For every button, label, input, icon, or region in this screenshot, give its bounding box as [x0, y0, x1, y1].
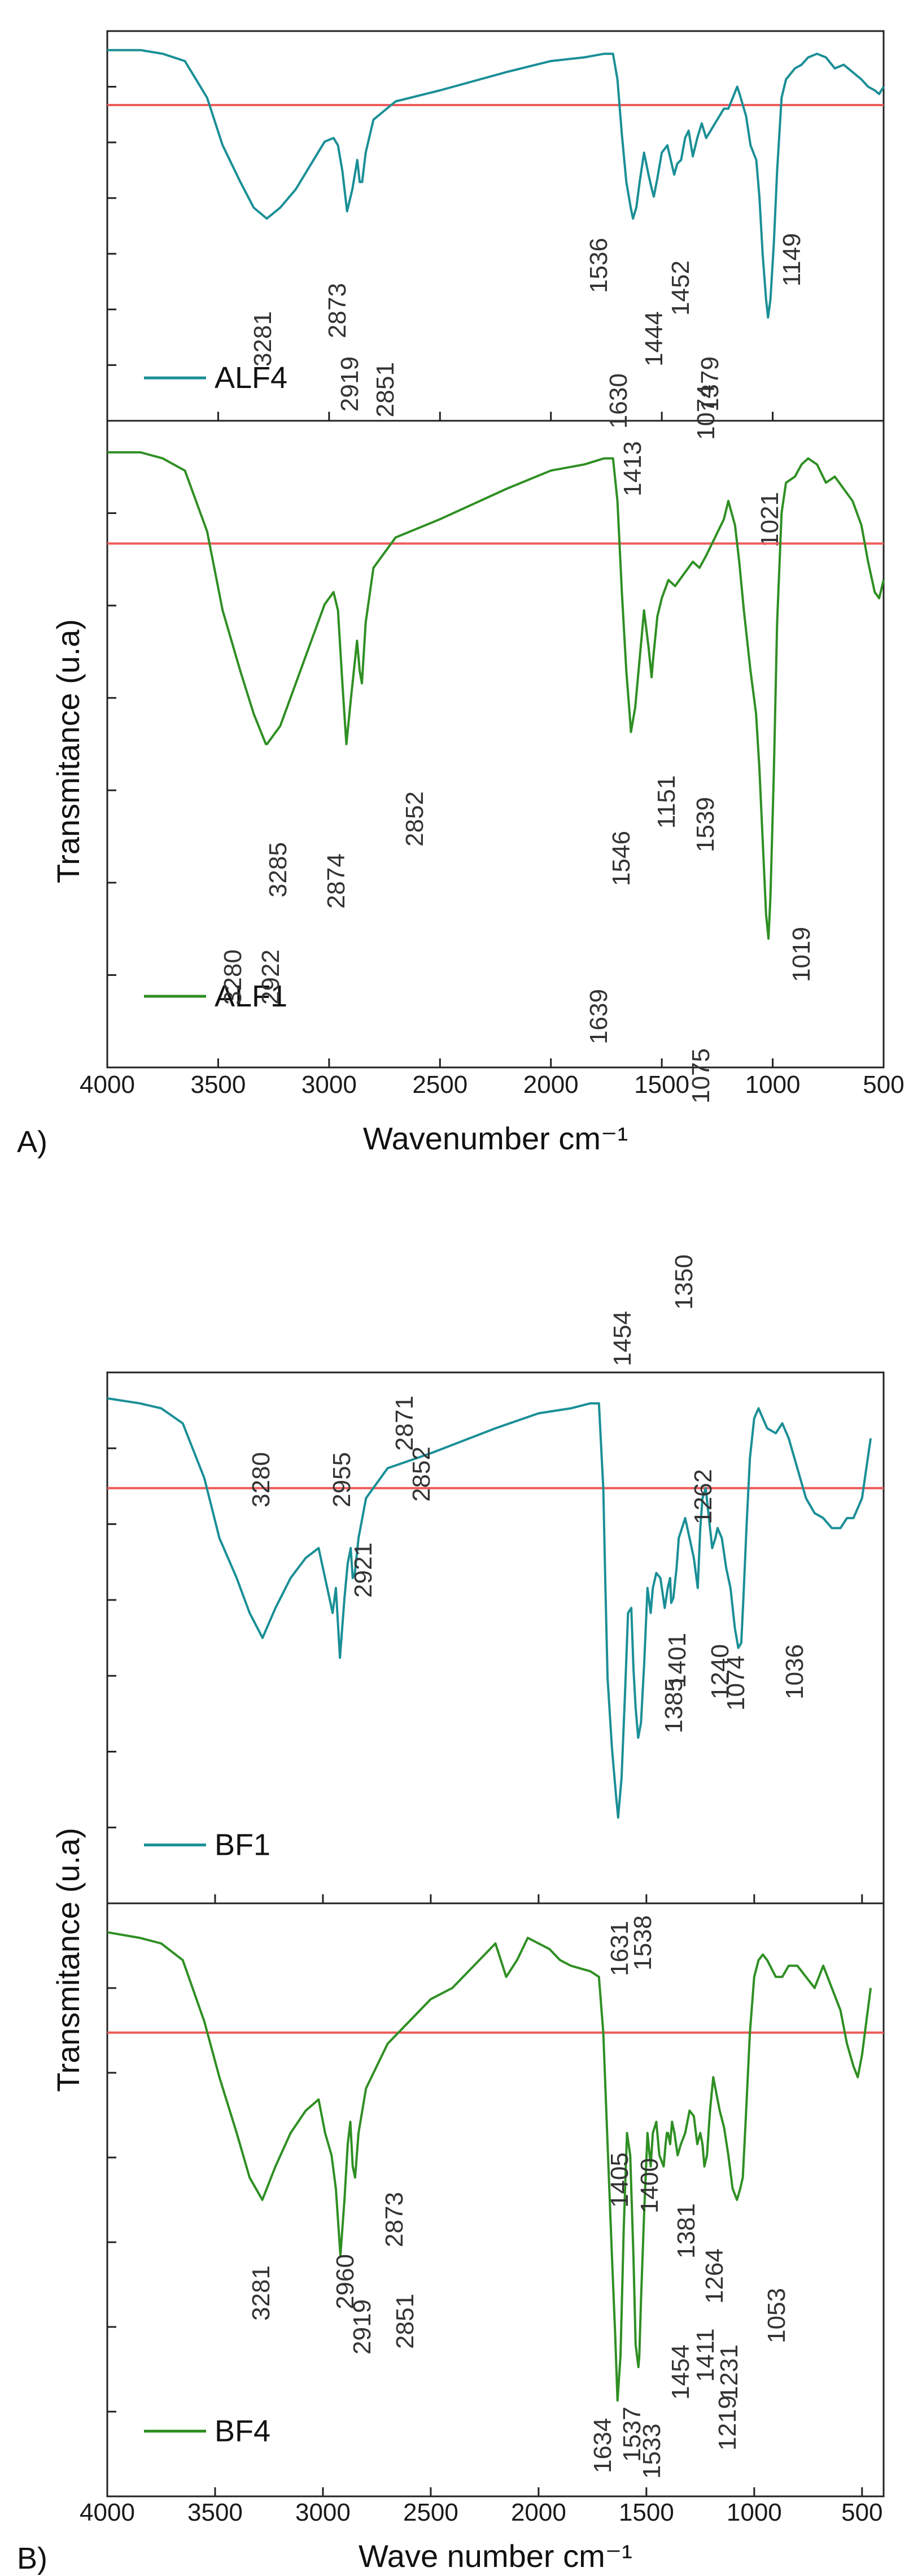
peak-label-bf4: 1264	[701, 2248, 728, 2304]
peak-label-bf1: 2955	[328, 1452, 356, 1507]
peak-label-alf1: 2874	[322, 853, 350, 909]
x-axis-title: Wavenumber cm⁻¹	[363, 1121, 628, 1156]
peak-label-alf4: 2873	[324, 283, 351, 338]
peak-label-bf4: 2873	[381, 2192, 408, 2247]
peak-label-bf4: 1634	[589, 2418, 617, 2473]
peak-label-bf4: 2851	[391, 2294, 419, 2349]
peak-label-bf1: 1538	[629, 1915, 657, 1971]
y-axis-title: Transmitance (u.a)	[50, 1828, 86, 2092]
peak-label-bf4: 1533	[638, 2424, 666, 2479]
x-tick-label: 500	[863, 1071, 904, 1099]
peak-label-alf4: 3281	[249, 311, 277, 367]
subplot-frame-lower	[106, 1902, 885, 2497]
peak-label-alf4: 1074	[692, 385, 720, 440]
legend-label-alf1: ALF1	[215, 979, 287, 1013]
peak-label-bf1: 2921	[349, 1542, 377, 1598]
peak-label-bf4: 1381	[672, 2203, 700, 2259]
peak-label-alf1: 1075	[687, 1048, 715, 1104]
peak-label-bf1: 1074	[722, 1655, 750, 1711]
peak-label-bf1: 1350	[670, 1254, 698, 1310]
peak-label-bf4: 2919	[348, 2299, 376, 2355]
peak-label-bf4: 1231	[715, 2344, 743, 2400]
x-tick-label: 3000	[301, 1071, 357, 1099]
peak-label-bf1: 1240	[706, 1644, 734, 1699]
x-tick-label: 1000	[745, 1071, 801, 1099]
peak-label-bf4: 1053	[763, 2288, 790, 2343]
legend-label-bf4: BF4	[215, 2414, 270, 2448]
peak-label-bf1: 3280	[247, 1452, 275, 1507]
peak-label-alf4: 1413	[619, 441, 646, 496]
x-tick-label: 4000	[80, 1071, 135, 1099]
x-tick-label: 3500	[187, 2499, 243, 2526]
x-tick-label: 1500	[634, 1071, 689, 1099]
peak-label-alf1: 2922	[257, 949, 285, 1005]
peak-label-alf1: 1539	[692, 797, 719, 852]
peak-label-bf4: 1405	[606, 2152, 633, 2208]
subplot-frame-upper	[106, 1371, 885, 1904]
peak-label-bf4: 1454	[667, 2344, 694, 2400]
peak-label-alf1: 1019	[788, 927, 815, 982]
peak-label-alf4: 2851	[372, 362, 399, 417]
peak-label-bf1: 2852	[408, 1446, 435, 1502]
peak-label-alf1: 3285	[264, 842, 292, 897]
peak-label-bf1: 1262	[689, 1469, 717, 1524]
x-tick-label: 4000	[80, 2499, 135, 2526]
x-tick-label: 3000	[295, 2499, 351, 2526]
peak-label-bf4: 1411	[692, 2329, 719, 2382]
peak-label-alf4: 1379	[696, 356, 724, 412]
legend-label-alf4: ALF4	[215, 361, 287, 395]
peak-label-alf1: 3280	[219, 949, 247, 1005]
panel-label: B)	[17, 2542, 47, 2575]
peak-label-alf1: 1639	[585, 989, 613, 1044]
x-tick-label: 500	[841, 2499, 882, 2526]
peak-label-alf1: 1546	[608, 831, 635, 886]
x-tick-label: 3500	[190, 1071, 246, 1099]
peak-label-bf4: 1219	[714, 2395, 741, 2451]
peak-label-alf4: 1536	[585, 238, 613, 293]
peak-label-bf1: 2871	[391, 1396, 418, 1451]
series-line-bf1	[107, 1397, 872, 1819]
x-axis-title: Wave number cm⁻¹	[359, 2538, 632, 2574]
series-line-alf1	[107, 451, 885, 940]
subplot-frame-lower	[106, 420, 885, 1069]
peak-label-bf1: 1631	[606, 1921, 633, 1976]
peak-label-alf4: 1021	[756, 492, 784, 547]
peak-label-bf4: 2960	[331, 2254, 359, 2309]
x-tick-label: 1500	[619, 2499, 674, 2526]
peak-label-bf1: 1401	[663, 1633, 691, 1688]
peak-label-bf1: 1454	[609, 1311, 636, 1366]
peak-label-alf4: 1444	[640, 311, 668, 367]
peak-label-bf1: 1036	[781, 1644, 809, 1699]
panel-label: A)	[17, 1125, 47, 1159]
peak-label-alf4: 1149	[778, 233, 806, 287]
peak-label-alf4: 1452	[667, 260, 694, 316]
legend-label-bf1: BF1	[215, 1828, 270, 1862]
peak-label-bf4: 1537	[618, 2407, 646, 2462]
series-line-bf4	[107, 1931, 872, 2402]
chart-panel-a: 4000 3500 3000 2500 2000 1500 1000 500 Wavenumbe…	[17, 30, 904, 1159]
peak-label-alf1: 2852	[401, 791, 429, 847]
x-tick-label: 2500	[403, 2499, 458, 2526]
peak-label-alf4: 1630	[605, 373, 632, 429]
chart-panel-b: 4000 3500 3000 2500 2000 1500 1000 500 Wave numb…	[17, 1254, 885, 2575]
peak-label-bf4: 1400	[636, 2158, 663, 2213]
peak-label-alf4: 2919	[336, 356, 364, 412]
x-tick-label: 2000	[511, 2499, 566, 2526]
x-tick-label: 1000	[727, 2499, 782, 2526]
series-line-alf4	[107, 49, 885, 319]
peak-label-alf1: 1151	[653, 775, 680, 829]
x-tick-label: 2500	[412, 1071, 467, 1099]
peak-label-bf1: 1385	[660, 1678, 688, 1733]
y-axis-title: Transmitance (u.a)	[50, 619, 86, 883]
peak-label-bf4: 3281	[247, 2265, 275, 2321]
x-tick-label: 2000	[523, 1071, 579, 1099]
